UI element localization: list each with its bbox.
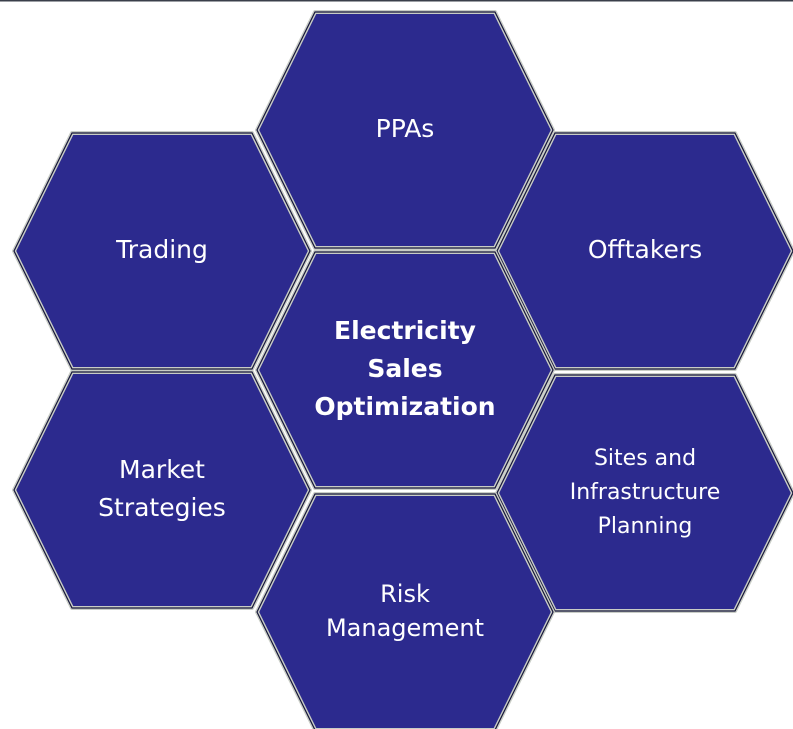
hexagon [12,370,312,610]
hexagon-label: Sites and [594,446,696,471]
hexagon-label: Sales [367,354,442,383]
hexagon-outline [13,132,311,370]
hexagon-label: Infrastructure [570,480,721,505]
hexagon-outline [496,132,793,370]
hexagon-label: Trading [115,235,208,264]
hexagon-label: Planning [598,514,693,539]
hexagon-label: Risk [380,580,430,608]
hexagon-label: Offtakers [588,235,702,264]
hexagon [255,492,555,729]
hexagon-outline [256,493,554,729]
hexagon-outline [256,11,554,249]
hexagon-label: Market [119,455,205,484]
hexagon-label: PPAs [376,114,435,143]
hexagon-label: Management [326,614,484,642]
hexagon-outline [13,371,311,609]
hexagon-label: Electricity [334,316,476,345]
hexagon-outline [496,374,793,612]
hexagon-outline [256,251,554,489]
hexagon-label: Strategies [98,493,226,522]
hexagon-label: Optimization [314,392,495,421]
